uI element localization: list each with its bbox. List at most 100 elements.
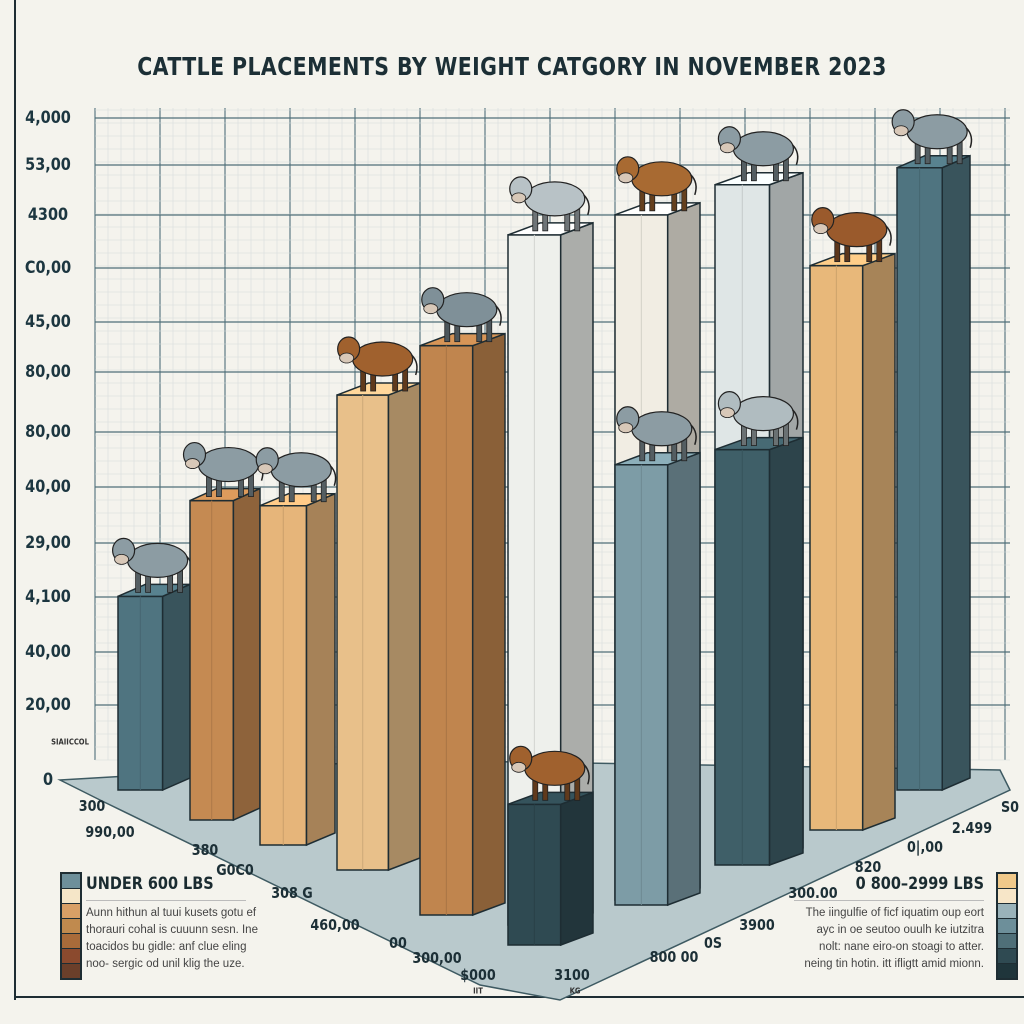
- legend-left-title: UNDER 600 LBS: [86, 874, 214, 894]
- bar-side-face: [861, 252, 896, 832]
- x-tick-label: 3900: [739, 916, 775, 934]
- legend-swatch: [998, 919, 1016, 934]
- y-tick-label: 40,00: [25, 642, 71, 662]
- bar: [336, 336, 421, 872]
- chart-title: CATTLE PLACEMENTS BY WEIGHT CATGORY IN N…: [137, 52, 887, 81]
- legend-swatch: [998, 874, 1016, 889]
- cow-icon: [111, 537, 193, 593]
- cow-icon: [255, 447, 337, 503]
- legend-swatch: [62, 934, 80, 949]
- cow-icon: [421, 287, 502, 343]
- bar-top-face: [809, 252, 896, 267]
- legend-right-line: nolt: nane eiro-on stoagi to atter.: [819, 941, 984, 953]
- y-tick-label: 4,100: [25, 587, 71, 607]
- x-tick-label: 0S: [703, 934, 723, 952]
- legend-right-text: The iingulfie of ficf iquatim oup eort a…: [724, 905, 984, 973]
- legend-right-line: The iingulfie of ficf iquatim oup eort: [805, 907, 984, 919]
- x-tick-label: 300,00: [412, 949, 462, 967]
- x-tick-small-label: KG: [569, 986, 581, 996]
- legend-left-line: Aunn hithun al tuui kusets gotu ef: [86, 907, 257, 919]
- legend-swatch: [62, 964, 80, 978]
- legend-swatch: [998, 964, 1016, 978]
- x-tick-small-label: IIT: [473, 986, 483, 996]
- x-tick-label: G0C0: [216, 861, 254, 879]
- legend-left-line: thorauri cohal is cuuunn sesn. Ine: [86, 924, 258, 936]
- bar-side-face: [305, 492, 336, 847]
- legend-swatch: [998, 949, 1016, 964]
- bar-top-face: [714, 436, 804, 451]
- bar: [255, 447, 337, 847]
- x-tick-label: 3100: [554, 966, 590, 984]
- bar-side-face: [161, 583, 191, 792]
- bar-side-face: [666, 451, 701, 907]
- y-axis-small-label: SIAIICCOL: [51, 737, 89, 747]
- cow-icon: [811, 207, 892, 263]
- cow-icon: [891, 109, 973, 165]
- bar-top-face: [507, 222, 594, 236]
- bar-side-face: [559, 791, 594, 947]
- cow-icon: [509, 176, 590, 232]
- bar: [714, 390, 804, 867]
- legend-swatch: [62, 949, 80, 964]
- legend-left-line: noo- sergic od unil klig the uze.: [86, 958, 245, 970]
- legend-left-text: Aunn hithun al tuui kusets gotu ef thora…: [86, 905, 326, 973]
- cow-icon: [717, 390, 799, 446]
- y-tick-label: 20,00: [25, 695, 71, 715]
- bar-side-face: [768, 436, 804, 867]
- bar-top-face: [714, 172, 804, 186]
- y-tick-label: 45,00: [25, 312, 71, 332]
- y-tick-label: 80,00: [25, 362, 71, 382]
- bar: [507, 745, 594, 947]
- bar-side-face: [232, 487, 261, 822]
- y-tick-label: 0: [42, 770, 54, 790]
- legend-swatch: [998, 889, 1016, 904]
- legend-swatch: [998, 934, 1016, 949]
- legend-swatch: [62, 904, 80, 919]
- y-tick-label: 53,00: [25, 155, 71, 175]
- x-tick-label: 460,00: [310, 916, 360, 934]
- legend-left-line: toacidos bu gidle: anf clue eling: [86, 941, 247, 953]
- legend-swatch: [998, 904, 1016, 919]
- bar-top-face: [507, 791, 594, 806]
- bar: [891, 109, 973, 792]
- cow-icon: [182, 441, 264, 497]
- x-tick-label: 0|,00: [906, 838, 944, 856]
- bar: [614, 406, 701, 907]
- x-tick-label: 800 00: [649, 948, 699, 966]
- cow-icon: [717, 126, 799, 182]
- y-tick-label: 40,00: [25, 477, 71, 497]
- x-tick-label: 300.00: [788, 884, 838, 902]
- bar-side-face: [941, 154, 971, 792]
- legend-left-divider: [86, 900, 246, 901]
- y-tick-label: C0,00: [24, 258, 72, 278]
- x-tick-label: S0: [1000, 798, 1020, 816]
- y-tick-label: 4,000: [25, 108, 71, 128]
- legend-right-line: ayc in oe seutoo ouulh ke iutzitra: [816, 924, 985, 936]
- bar-side-face: [387, 381, 421, 872]
- bar-top-face: [614, 452, 701, 466]
- y-tick-label: 29,00: [25, 533, 71, 553]
- x-tick-label: 820: [854, 858, 882, 876]
- legend-right-divider: [794, 900, 984, 901]
- y-tick-label: 80,00: [25, 422, 71, 442]
- x-tick-label: 2.499: [951, 819, 993, 837]
- legend-left-swatches: [60, 872, 82, 980]
- bar-top-face: [614, 202, 701, 216]
- legend-right-title: 0 800–2999 LBS: [855, 874, 984, 894]
- x-tick-label: 300: [78, 797, 106, 815]
- legend-right-line: neing tin hotin. itt ifligtt amid mionn.: [804, 958, 984, 970]
- y-tick-label: 4300: [27, 205, 69, 225]
- bars: [111, 109, 973, 947]
- legend-swatch: [62, 874, 80, 889]
- bar-side-face: [471, 332, 506, 917]
- bar: [419, 287, 506, 917]
- x-tick-label: 308 G: [271, 884, 313, 902]
- bar-top-face: [419, 332, 506, 347]
- cow-icon: [616, 156, 697, 212]
- frame: [14, 0, 1024, 1000]
- x-tick-label: 990,00: [85, 823, 135, 841]
- cow-icon: [337, 336, 418, 392]
- bar: [809, 207, 896, 832]
- cow-icon: [616, 406, 697, 462]
